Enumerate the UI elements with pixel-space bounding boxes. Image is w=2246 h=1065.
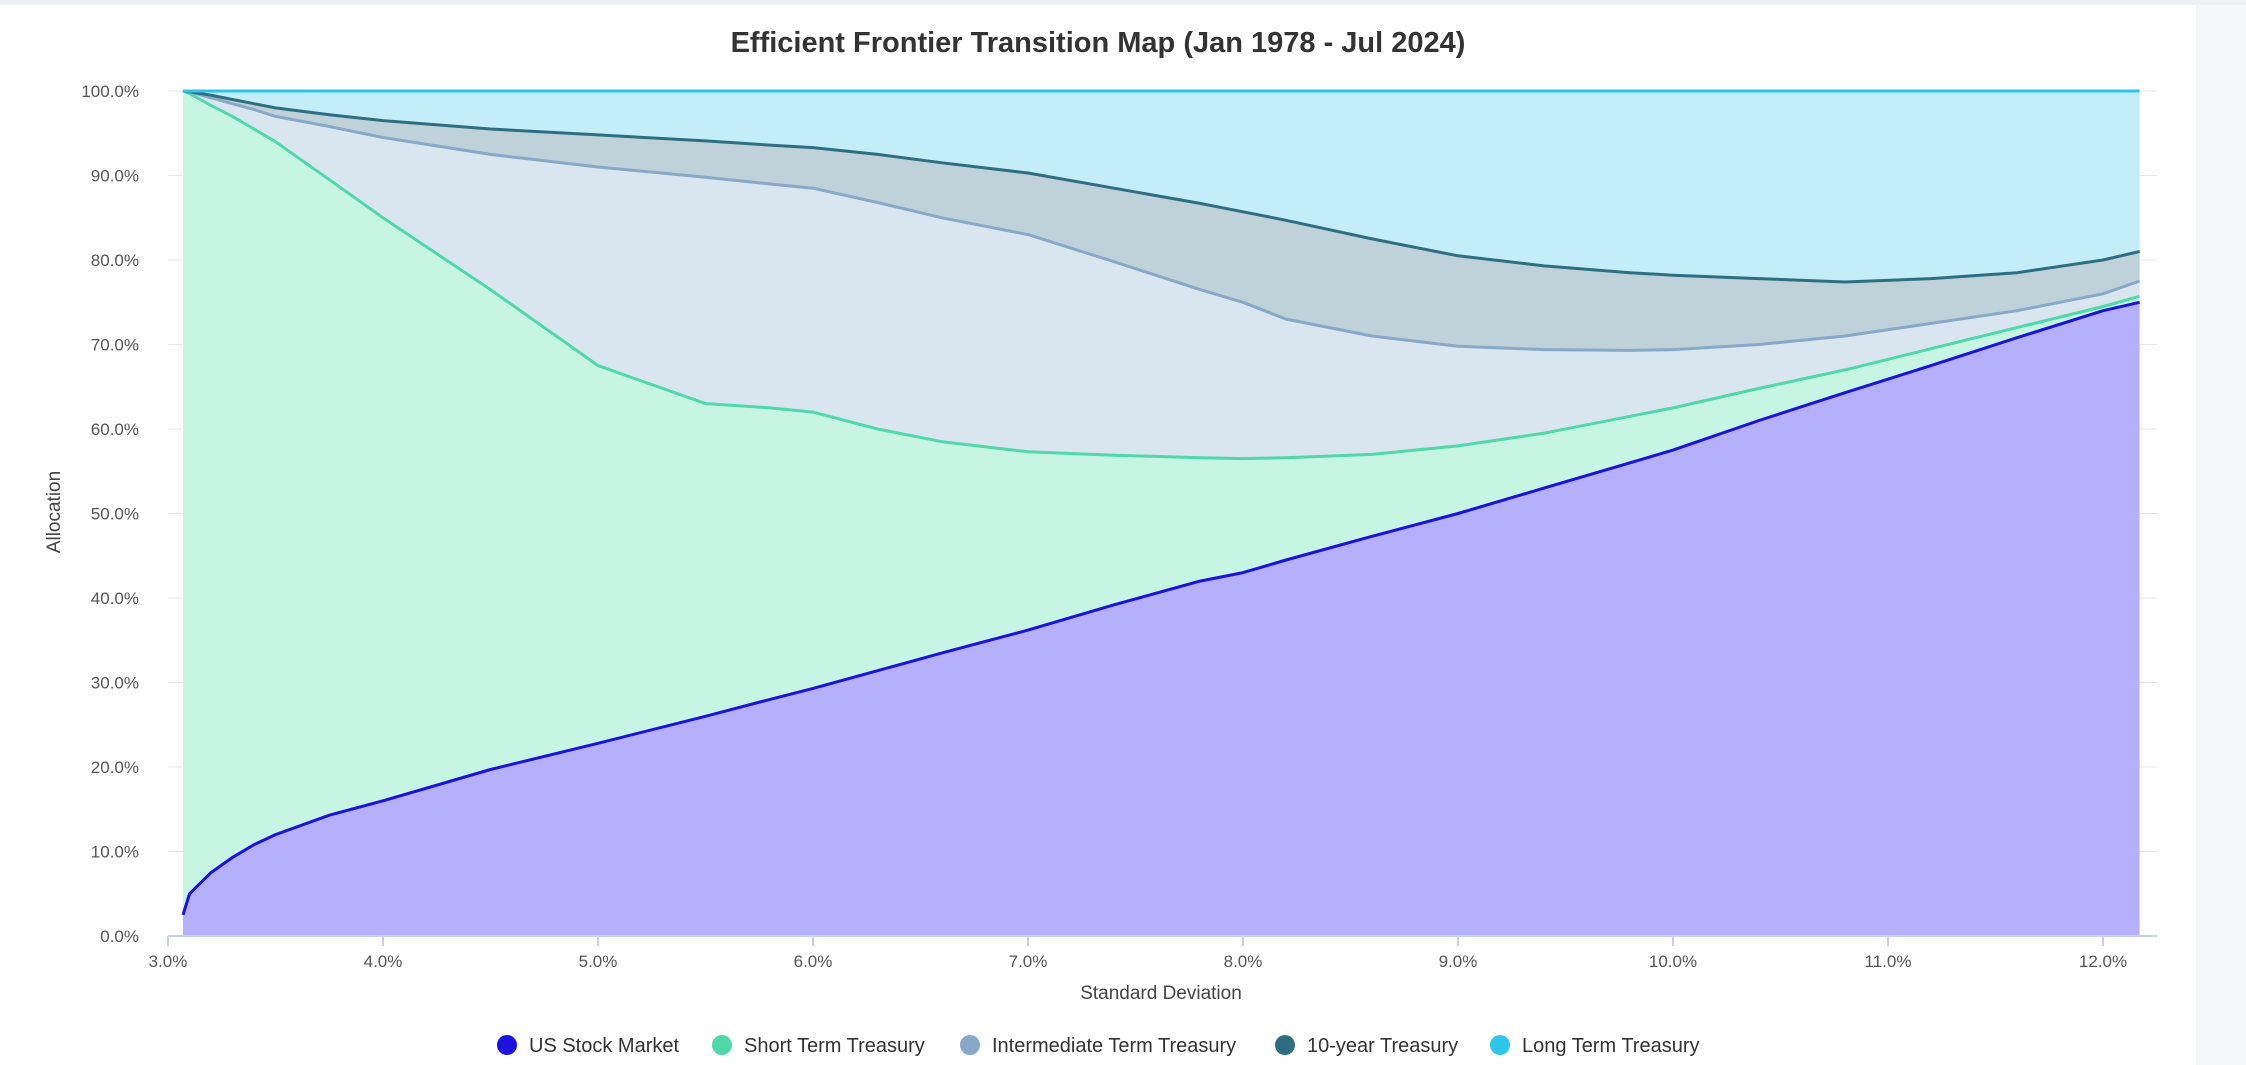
legend-label: US Stock Market [529, 1035, 679, 1057]
efficient-frontier-chart: Efficient Frontier Transition Map (Jan 1… [44, 27, 2157, 1057]
axes [167, 935, 2157, 946]
legend-marker [1490, 1035, 1510, 1055]
x-axis-title: Standard Deviation [1080, 983, 1242, 1004]
legend-marker [1275, 1035, 1295, 1055]
x-tick-label: 6.0% [794, 952, 833, 971]
x-tick-label: 7.0% [1009, 952, 1048, 971]
x-tick-labels: 3.0% 4.0% 5.0% 6.0% 7.0% 8.0% 9.0% 10.0% 11.0% 12… [149, 952, 2127, 971]
area-us-stock-market [183, 302, 2140, 936]
y-tick-label: 50.0% [91, 505, 139, 524]
line-intermediate-term-treasury [182, 89, 2141, 352]
line-10-year-treasury [182, 89, 2140, 284]
series-lines [181, 89, 2141, 916]
y-tick-label: 20.0% [91, 758, 139, 777]
chart-title: Efficient Frontier Transition Map (Jan 1… [731, 27, 1466, 59]
legend-label: Intermediate Term Treasury [992, 1035, 1236, 1057]
y-tick-label: 80.0% [91, 251, 139, 270]
top-bar [0, 0, 2246, 5]
legend-item-intermediate-term-treasury[interactable]: Intermediate Term Treasury [960, 1035, 1236, 1057]
x-tick-label: 10.0% [1649, 952, 1697, 971]
legend-item-10-year-treasury[interactable]: 10-year Treasury [1275, 1035, 1458, 1057]
x-tick-label: 4.0% [364, 952, 403, 971]
legend-label: Short Term Treasury [744, 1035, 925, 1057]
y-axis-title: Allocation [44, 471, 65, 553]
y-tick-label: 30.0% [91, 674, 139, 693]
y-tick-label: 40.0% [91, 589, 139, 608]
y-tick-label: 10.0% [91, 843, 139, 862]
y-tick-label: 60.0% [91, 420, 139, 439]
stacked-areas [183, 91, 2140, 936]
x-tick-label: 12.0% [2079, 952, 2127, 971]
line-us-stock-market [181, 300, 2140, 916]
area-10-year-treasury [183, 91, 2140, 351]
legend-item-short-term-treasury[interactable]: Short Term Treasury [712, 1035, 925, 1057]
area-short-term-treasury [183, 91, 2140, 915]
legend: US Stock Market Short Term Treasury Interm… [497, 1035, 1700, 1057]
scrollbar-track[interactable] [2196, 5, 2246, 1065]
x-tick-label: 3.0% [149, 952, 188, 971]
y-tick-label: 70.0% [91, 336, 139, 355]
legend-marker [497, 1035, 517, 1055]
y-tick-labels: 0.0% 10.0% 20.0% 30.0% 40.0% 50.0% 60.0% 70.0% 8… [81, 82, 139, 946]
x-tick-label: 11.0% [1865, 952, 1912, 971]
area-intermediate-term-treasury [183, 91, 2140, 459]
legend-label: 10-year Treasury [1307, 1035, 1458, 1057]
legend-label: Long Term Treasury [1522, 1035, 1700, 1057]
x-tick-label: 9.0% [1439, 952, 1478, 971]
y-tick-label: 90.0% [91, 167, 139, 186]
line-short-term-treasury [182, 89, 2141, 461]
x-tick-label: 8.0% [1224, 952, 1263, 971]
legend-item-long-term-treasury[interactable]: Long Term Treasury [1490, 1035, 1700, 1057]
y-tick-label: 0.0% [100, 927, 139, 946]
legend-marker [960, 1035, 980, 1055]
y-tick-label: 100.0% [81, 82, 139, 101]
x-tick-label: 5.0% [579, 952, 618, 971]
legend-item-us-stock-market[interactable]: US Stock Market [497, 1035, 679, 1057]
legend-marker [712, 1035, 732, 1055]
